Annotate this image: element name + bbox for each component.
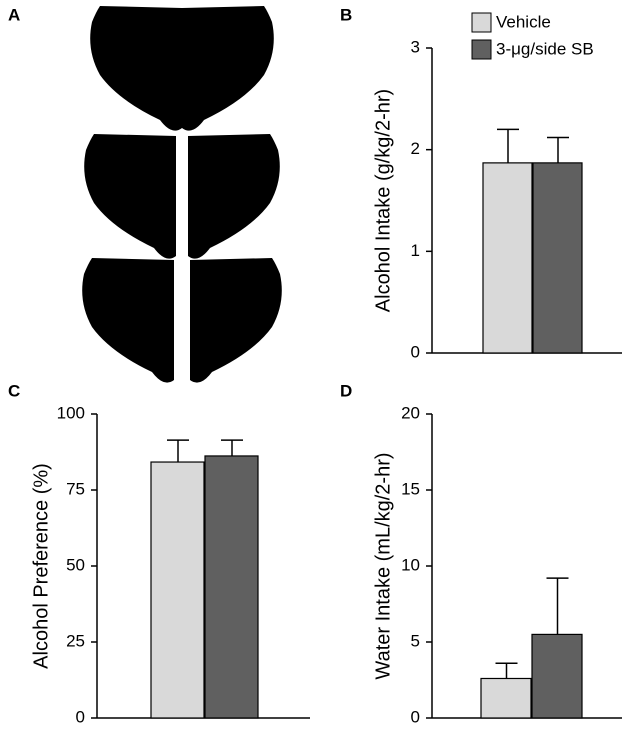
y-tick-label: 2: [411, 139, 420, 158]
y-axis-label: Water Intake (mL/kg/2-hr): [372, 452, 394, 679]
y-tick-label: 50: [66, 555, 85, 574]
bar: [482, 162, 533, 354]
bar: [531, 633, 583, 719]
bar: [532, 162, 583, 354]
y-tick-label: 25: [66, 631, 85, 650]
panel-label: C: [8, 381, 20, 400]
y-tick-label: 0: [411, 342, 420, 361]
legend-swatch: [471, 12, 492, 33]
y-tick-label: 15: [401, 479, 420, 498]
y-tick-label: 0: [76, 707, 85, 726]
y-tick-label: 5: [411, 631, 420, 650]
y-tick-label: 100: [57, 403, 85, 422]
y-tick-label: 75: [66, 479, 85, 498]
legend-label: Vehicle: [496, 12, 551, 31]
y-tick-label: 20: [401, 403, 420, 422]
y-tick-label: 10: [401, 555, 420, 574]
panel-label: A: [8, 5, 20, 24]
panel-label: D: [340, 381, 352, 400]
bar: [480, 677, 532, 719]
bar: [204, 455, 259, 719]
y-axis-label: Alcohol Preference (%): [30, 463, 52, 669]
legend-swatch: [471, 39, 492, 60]
brain-sections: [82, 6, 282, 383]
y-tick-label: 1: [411, 241, 420, 260]
y-axis-label: Alcohol Intake (g/kg/2-hr): [372, 89, 394, 312]
y-tick-label: 0: [411, 707, 420, 726]
y-tick-label: 3: [411, 37, 420, 56]
panel-label: B: [340, 5, 352, 24]
bar: [150, 461, 205, 719]
legend-label: 3-μg/side SB: [496, 39, 594, 58]
